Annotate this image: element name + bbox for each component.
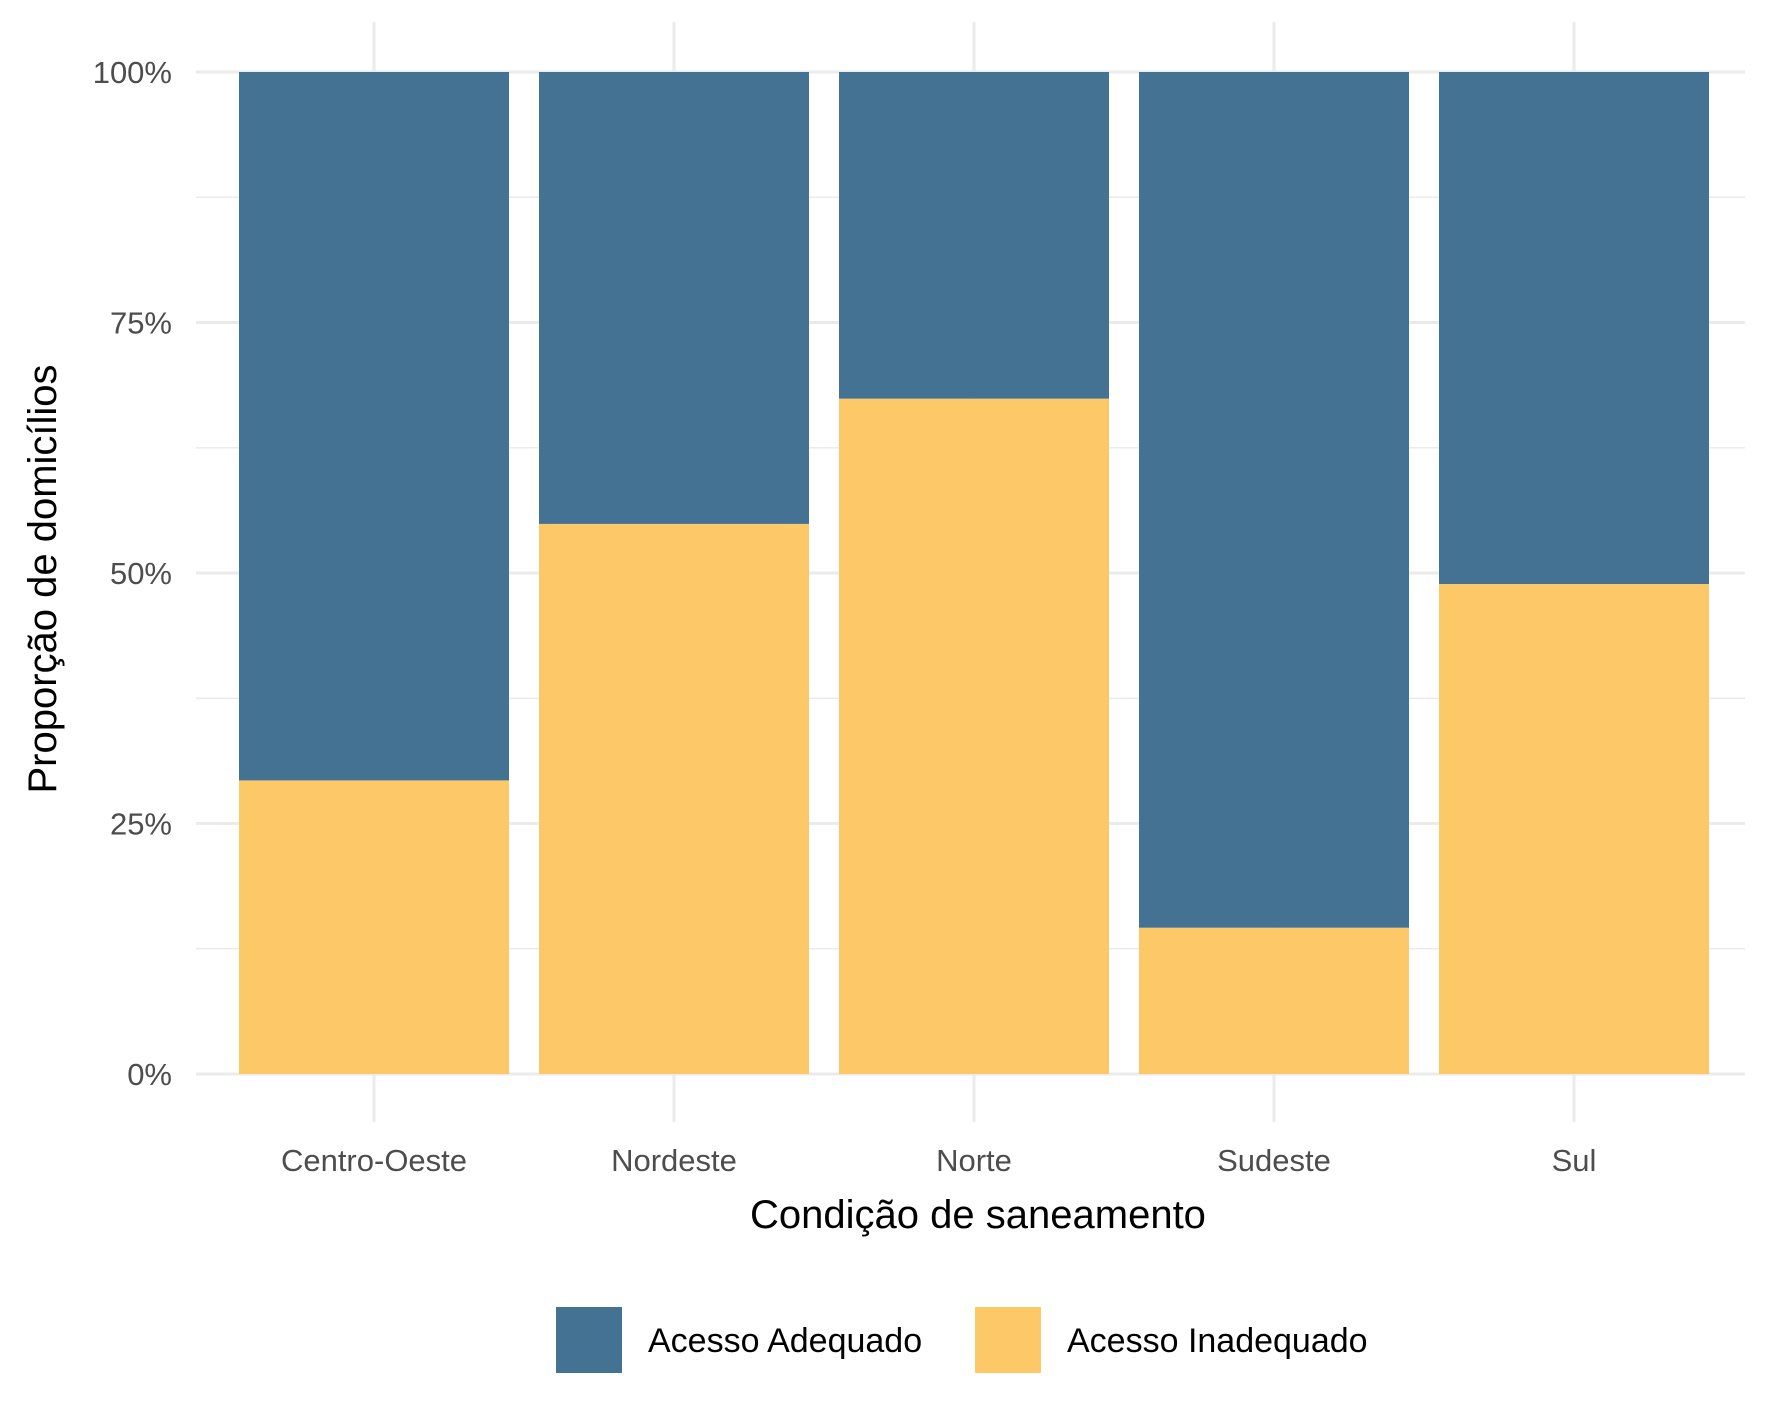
bar-acesso-inadequado <box>239 780 509 1074</box>
y-tick-label: 75% <box>110 306 172 341</box>
y-tick-label: 25% <box>110 807 172 842</box>
legend-key <box>975 1307 1041 1373</box>
legend-label: Acesso Inadequado <box>1067 1322 1368 1360</box>
bar-acesso-inadequado <box>1139 927 1409 1074</box>
bar-acesso-adequado <box>239 72 509 781</box>
bar-acesso-inadequado <box>539 523 809 1074</box>
y-axis-title: Proporção de domicílios <box>21 364 65 793</box>
legend-label: Acesso Adequado <box>648 1322 922 1360</box>
y-tick-label: 0% <box>127 1057 172 1092</box>
x-tick-label: Sudeste <box>1217 1143 1331 1178</box>
x-axis-ticks: Centro-Oeste Nordeste Norte Sudeste Sul <box>281 1143 1596 1178</box>
bar-acesso-adequado <box>1139 72 1409 928</box>
x-tick-label: Nordeste <box>611 1143 737 1178</box>
y-tick-label: 100% <box>93 55 172 90</box>
x-tick-label: Centro-Oeste <box>281 1143 467 1178</box>
legend-key <box>556 1307 622 1373</box>
bar-acesso-inadequado <box>839 398 1109 1075</box>
x-axis-title: Condição de saneamento <box>750 1193 1206 1237</box>
bar-acesso-adequado <box>539 72 809 524</box>
bar-acesso-adequado <box>839 72 1109 399</box>
bar-acesso-adequado <box>1439 72 1709 585</box>
bars <box>239 72 1709 1075</box>
y-axis-ticks: 0% 25% 50% 75% 100% <box>93 55 172 1092</box>
bar-acesso-inadequado <box>1439 584 1709 1074</box>
y-tick-label: 50% <box>110 556 172 591</box>
legend: Acesso Adequado Acesso Inadequado <box>556 1307 1368 1373</box>
x-tick-label: Sul <box>1552 1143 1597 1178</box>
x-tick-label: Norte <box>936 1143 1012 1178</box>
